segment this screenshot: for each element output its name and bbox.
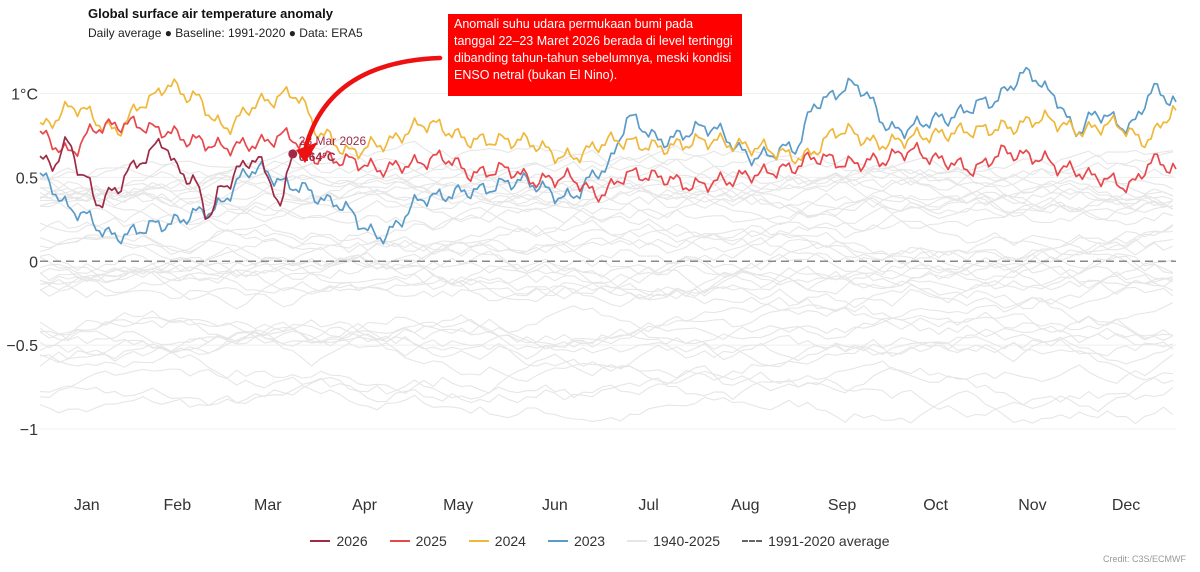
x-tick-label: Sep [828, 497, 857, 514]
y-tick-label: 0 [29, 254, 38, 271]
legend-item: 2026 [310, 533, 368, 549]
x-tick-label: Mar [254, 497, 282, 514]
historical-year-line [39, 330, 1174, 382]
y-tick-label: −1 [20, 422, 38, 439]
historical-year-line [39, 145, 1173, 187]
legend-item: 1991-2020 average [742, 533, 890, 549]
historical-year-line [39, 331, 1174, 394]
series-line-2025 [39, 115, 1177, 203]
legend-swatch [468, 540, 489, 542]
historical-year-line [39, 336, 1173, 395]
x-tick-label: Jan [74, 497, 100, 514]
legend-label: 1940-2025 [653, 533, 721, 549]
historical-year-line [39, 176, 1174, 208]
historical-year-line [39, 326, 1174, 359]
chart-subtitle: Daily average ● Baseline: 1991-2020 ● Da… [88, 26, 363, 40]
legend-item: 2024 [468, 533, 526, 549]
annotation-box: Anomali suhu udara permukaan bumi pada t… [448, 14, 742, 96]
historical-year-line [39, 274, 1174, 318]
historical-year-line [39, 384, 1174, 425]
legend-swatch [310, 540, 331, 542]
series-line-2023 [39, 66, 1177, 245]
historical-year-line [39, 230, 1173, 279]
x-tick-label: Jun [542, 497, 568, 514]
legend-label: 2023 [573, 533, 606, 549]
historical-year-line [39, 149, 1173, 201]
historical-year-line [39, 250, 1174, 298]
annotation-arrowhead [296, 142, 318, 163]
historical-years-group [39, 138, 1174, 425]
credit-text: Credit: C3S/ECMWF [1102, 554, 1186, 564]
legend-item: 2023 [547, 533, 606, 549]
historical-year-line [39, 252, 1173, 295]
legend-label: 2025 [415, 533, 447, 549]
historical-year-line [39, 158, 1174, 212]
historical-year-line [39, 360, 1174, 413]
legend-swatch [389, 540, 410, 542]
historical-year-line [39, 258, 1174, 310]
chart-title: Global surface air temperature anomaly [88, 6, 333, 21]
annotation-arrow [303, 55, 443, 149]
x-tick-label: May [443, 497, 473, 514]
legend-swatch [547, 540, 568, 542]
legend-item: 1940-2025 [627, 533, 720, 549]
historical-year-line [39, 228, 1174, 276]
x-tick-label: Jul [638, 497, 658, 514]
historical-year-line [39, 138, 1174, 201]
y-tick-label: −0.5 [6, 338, 38, 355]
historical-year-line [39, 365, 1174, 418]
y-tick-label: 0.5 [16, 170, 38, 187]
legend-swatch [742, 540, 763, 542]
chart-legend: 2026 2025 2024 2023 1940-2025 1991-2020 avera… [0, 533, 1200, 549]
historical-year-line [39, 187, 1173, 221]
x-tick-label: Nov [1018, 497, 1046, 514]
historical-year-line [39, 313, 1173, 350]
series-line-2024 [39, 78, 1177, 165]
historical-year-line [39, 319, 1174, 367]
historical-year-line [39, 304, 1174, 347]
historical-year-line [39, 252, 1174, 291]
historical-year-line [39, 223, 1173, 265]
highlight-point [288, 149, 298, 159]
x-tick-label: Feb [164, 497, 192, 514]
historical-year-line [39, 186, 1174, 224]
series-line-2026 [39, 136, 294, 220]
x-tick-label: Dec [1112, 497, 1140, 514]
historical-year-line [39, 263, 1174, 300]
x-tick-label: Apr [352, 497, 378, 514]
legend-label: 2024 [494, 533, 526, 549]
legend-label: 1991-2020 average [768, 533, 890, 549]
legend-swatch [627, 540, 648, 542]
x-tick-label: Oct [923, 497, 948, 514]
historical-year-line [39, 254, 1174, 300]
historical-year-line [39, 232, 1173, 284]
y-tick-label: 1°C [11, 87, 38, 104]
historical-year-line [39, 196, 1174, 253]
legend-item: 2025 [389, 533, 447, 549]
legend-label: 2026 [336, 533, 368, 549]
x-tick-label: Aug [731, 497, 759, 514]
historical-year-line [39, 220, 1174, 271]
